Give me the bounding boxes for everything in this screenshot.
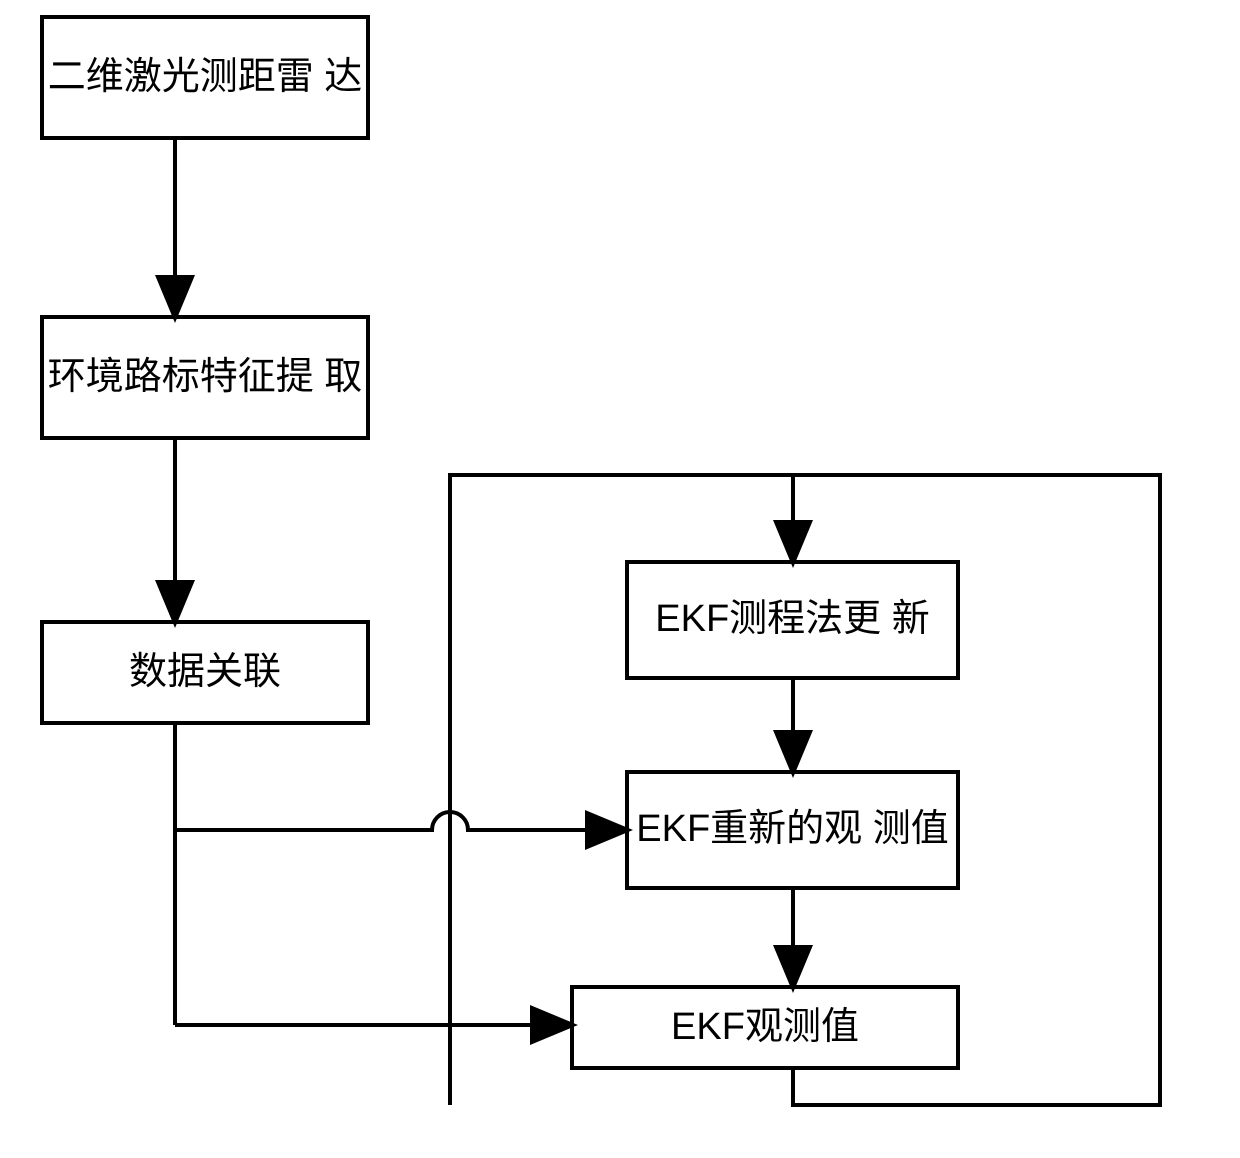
box-lidar-text: 二维激光测距雷 达 [48, 53, 363, 102]
box-lidar: 二维激光测距雷 达 [40, 15, 370, 140]
box-data-association: 数据关联 [40, 620, 370, 725]
box-ekf-odom-text: EKF测程法更 新 [655, 595, 929, 644]
box-ekf-reobs-text: EKF重新的观 测值 [636, 805, 948, 854]
box-assoc-text: 数据关联 [129, 648, 281, 697]
box-feature-text: 环境路标特征提 取 [48, 353, 363, 402]
box-ekf-obs-text: EKF观测值 [671, 1003, 859, 1052]
box-ekf-reobservation: EKF重新的观 测值 [625, 770, 960, 890]
assoc-to-reobs-h [175, 812, 625, 830]
box-ekf-observation: EKF观测值 [570, 985, 960, 1070]
box-feature-extraction: 环境路标特征提 取 [40, 315, 370, 440]
box-ekf-odometry: EKF测程法更 新 [625, 560, 960, 680]
